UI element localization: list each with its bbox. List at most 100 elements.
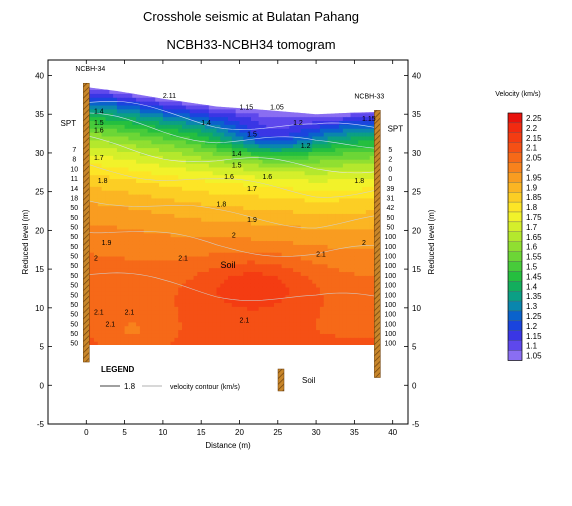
- velocity-cell: [174, 190, 179, 195]
- velocity-cell: [143, 232, 149, 238]
- velocity-cell: [331, 201, 336, 207]
- velocity-cell: [128, 186, 133, 191]
- velocity-cell: [323, 89, 329, 94]
- velocity-cell: [289, 317, 294, 323]
- velocity-cell: [185, 120, 191, 125]
- velocity-cell: [304, 143, 310, 149]
- velocity-cell: [139, 267, 145, 273]
- velocity-cell: [258, 341, 264, 346]
- velocity-cell: [254, 112, 260, 118]
- velocity-cell: [358, 279, 363, 284]
- velocity-cell: [132, 244, 137, 249]
- velocity-cell: [250, 93, 256, 98]
- velocity-cell: [185, 275, 191, 280]
- velocity-cell: [258, 170, 264, 176]
- velocity-cell: [185, 279, 191, 284]
- velocity-cell: [151, 240, 156, 245]
- velocity-cell: [101, 101, 107, 106]
- velocity-cell: [101, 128, 107, 133]
- velocity-cell: [166, 248, 172, 253]
- velocity-cell: [105, 329, 110, 334]
- velocity-cell: [362, 186, 367, 191]
- velocity-cell: [262, 201, 267, 207]
- velocity-cell: [185, 147, 191, 152]
- velocity-cell: [285, 128, 290, 133]
- velocity-cell: [120, 205, 126, 211]
- velocity-cell: [258, 159, 264, 164]
- velocity-cell: [162, 213, 168, 218]
- velocity-cell: [354, 263, 359, 269]
- velocity-cell: [162, 314, 168, 319]
- velocity-cell: [300, 271, 306, 276]
- velocity-cell: [235, 155, 241, 160]
- velocity-cell: [258, 89, 264, 94]
- velocity-cell: [258, 255, 264, 261]
- velocity-cell: [239, 302, 244, 307]
- velocity-cell: [327, 325, 333, 331]
- velocity-cell: [216, 255, 221, 261]
- velocity-cell: [296, 128, 302, 133]
- velocity-cell: [273, 151, 279, 156]
- velocity-cell: [270, 178, 275, 183]
- velocity-cell: [250, 97, 256, 102]
- velocity-cell: [358, 124, 363, 129]
- velocity-cell: [193, 182, 198, 187]
- velocity-cell: [296, 116, 302, 122]
- velocity-cell: [358, 108, 363, 114]
- velocity-cell: [300, 306, 306, 311]
- velocity-cell: [109, 163, 114, 168]
- velocity-cell: [159, 186, 164, 191]
- velocity-cell: [342, 248, 348, 253]
- velocity-cell: [220, 286, 225, 292]
- velocity-cell: [243, 97, 248, 102]
- velocity-cell: [273, 182, 279, 187]
- velocity-cell: [231, 132, 237, 137]
- velocity-cell: [136, 298, 141, 304]
- velocity-cell: [159, 221, 164, 226]
- velocity-cell: [323, 329, 329, 334]
- velocity-cell: [304, 87, 310, 91]
- velocity-cell: [358, 201, 363, 207]
- velocity-cell: [189, 209, 195, 214]
- velocity-cell: [116, 244, 122, 249]
- velocity-cell: [208, 236, 214, 242]
- velocity-cell: [105, 97, 110, 102]
- velocity-cell: [258, 139, 264, 145]
- velocity-cell: [128, 201, 133, 207]
- velocity-cell: [193, 302, 198, 307]
- velocity-cell: [331, 135, 336, 141]
- velocity-cell: [205, 221, 210, 226]
- velocity-cell: [185, 163, 191, 168]
- velocity-cell: [120, 333, 126, 338]
- velocity-cell: [335, 283, 340, 288]
- velocity-cell: [285, 132, 290, 137]
- velocity-cell: [132, 317, 137, 323]
- velocity-cell: [155, 143, 160, 149]
- velocity-cell: [132, 310, 137, 315]
- velocity-cell: [220, 306, 225, 311]
- velocity-cell: [358, 186, 363, 191]
- velocity-cell: [147, 286, 153, 292]
- velocity-cell: [293, 120, 298, 125]
- velocity-cell: [136, 82, 140, 86]
- velocity-cell: [362, 104, 367, 110]
- velocity-cell: [216, 240, 221, 245]
- velocity-cell: [182, 163, 187, 168]
- velocity-cell: [113, 325, 118, 331]
- velocity-cell: [139, 147, 145, 152]
- velocity-cell: [166, 190, 172, 195]
- velocity-cell: [171, 82, 175, 86]
- velocity-cell: [293, 193, 298, 199]
- velocity-cell: [132, 89, 137, 94]
- velocity-cell: [224, 267, 229, 273]
- velocity-cell: [247, 182, 252, 187]
- velocity-cell: [224, 221, 229, 226]
- velocity-cell: [239, 89, 244, 94]
- velocity-cell: [132, 221, 137, 226]
- velocity-cell: [262, 314, 267, 319]
- velocity-cell: [174, 135, 179, 141]
- velocity-cell: [289, 279, 294, 284]
- velocity-cell: [143, 286, 149, 292]
- velocity-cell: [362, 82, 366, 86]
- velocity-cell: [266, 248, 271, 253]
